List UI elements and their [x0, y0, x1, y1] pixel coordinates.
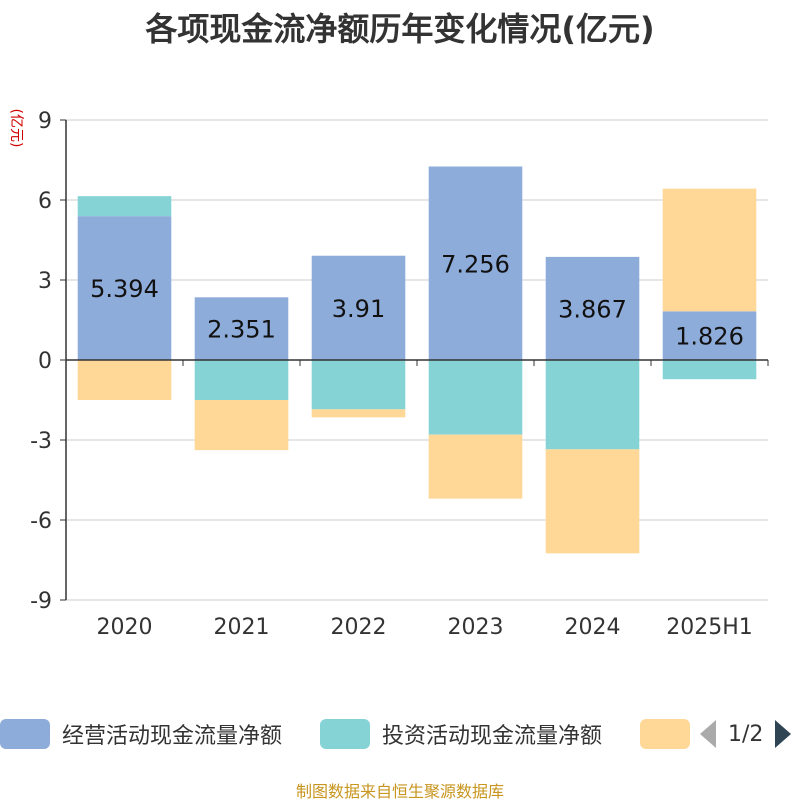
y-tick-label: -9: [30, 589, 52, 614]
y-tick-label: -6: [30, 509, 52, 534]
y-tick-labels: 9 6 3 0 -3 -6 -9: [30, 109, 66, 614]
y-tick-label: 0: [38, 349, 52, 374]
bar-series-2-2024[interactable]: [545, 449, 640, 554]
bar-series-0-2025H1[interactable]: [662, 311, 757, 360]
data-source-note: 制图数据来自恒生聚源数据库: [295, 782, 504, 800]
bar-value-label: 3.91: [332, 295, 385, 323]
pager-page-text: 1/2: [728, 721, 764, 747]
bar-value-label: 3.867: [558, 295, 627, 323]
legend: 经营活动现金流量净额 投资活动现金流量净额: [0, 716, 800, 752]
x-tick-label: 2020: [97, 615, 153, 640]
x-tick-label: 2022: [331, 615, 387, 640]
bar-series-1-2025H1[interactable]: [662, 360, 757, 380]
x-tick-label: 2021: [214, 615, 270, 640]
bar-series-2-2022[interactable]: [311, 409, 406, 418]
bar-series-1-2022[interactable]: [311, 360, 406, 410]
bar-series-2-2023[interactable]: [428, 434, 523, 499]
bar-series-0-2022[interactable]: [311, 255, 406, 360]
legend-label-investing: 投资活动现金流量净额: [382, 724, 603, 749]
x-tick-label: 2023: [448, 615, 504, 640]
bar-series-0-2023[interactable]: [428, 166, 523, 360]
bar-series-1-2024[interactable]: [545, 360, 640, 450]
bar-series-2-2021[interactable]: [194, 400, 289, 451]
legend-item-operating[interactable]: 经营活动现金流量净额: [0, 716, 282, 752]
chart-canvas: 5.394 2.351 3.91 7.256 3.867 1.826 9 6 3 0 -3 -6 -9…: [30, 109, 769, 640]
legend-swatch-financing: [640, 719, 690, 749]
legend-swatch-investing: [320, 719, 370, 749]
y-tick-label: 3: [38, 269, 52, 294]
x-tick-label: 2025H1: [666, 615, 753, 640]
x-tick-labels: 2020 2021 2022 2023 2024 2025H1: [97, 615, 753, 640]
bar-group: [77, 166, 757, 554]
bar-series-1-2021[interactable]: [194, 360, 289, 400]
bar-value-label: 5.394: [90, 275, 159, 303]
bar-series-2-2025H1[interactable]: [662, 188, 757, 312]
pager-prev-icon[interactable]: [700, 720, 716, 748]
bar-series-1-2020[interactable]: [77, 196, 172, 217]
x-tick-label: 2024: [565, 615, 621, 640]
bar-value-label: 7.256: [441, 250, 510, 278]
bar-value-label: 1.826: [675, 323, 744, 351]
bar-series-0-2020[interactable]: [77, 216, 172, 360]
pager-next-icon[interactable]: [775, 720, 792, 748]
legend-swatch-operating: [0, 719, 50, 749]
bar-series-0-2021[interactable]: [194, 297, 289, 360]
legend-item-investing[interactable]: 投资活动现金流量净额: [320, 716, 602, 752]
bar-value-label: 2.351: [207, 316, 276, 344]
bar-label-group: 5.394 2.351 3.91 7.256 3.867 1.826: [90, 250, 744, 350]
legend-label-operating: 经营活动现金流量净额: [62, 724, 283, 749]
legend-pager: 1/2: [700, 716, 800, 752]
chart-title: 各项现金流净额历年变化情况(亿元): [145, 10, 655, 48]
bar-series-2-2020[interactable]: [77, 360, 172, 400]
y-tick-label: 6: [38, 189, 52, 214]
bar-series-0-2024[interactable]: [545, 256, 640, 360]
bar-series-1-2023[interactable]: [428, 360, 523, 435]
y-tick-label: 9: [38, 109, 52, 134]
legend-item-financing[interactable]: [640, 716, 702, 752]
y-tick-label: -3: [30, 429, 52, 454]
